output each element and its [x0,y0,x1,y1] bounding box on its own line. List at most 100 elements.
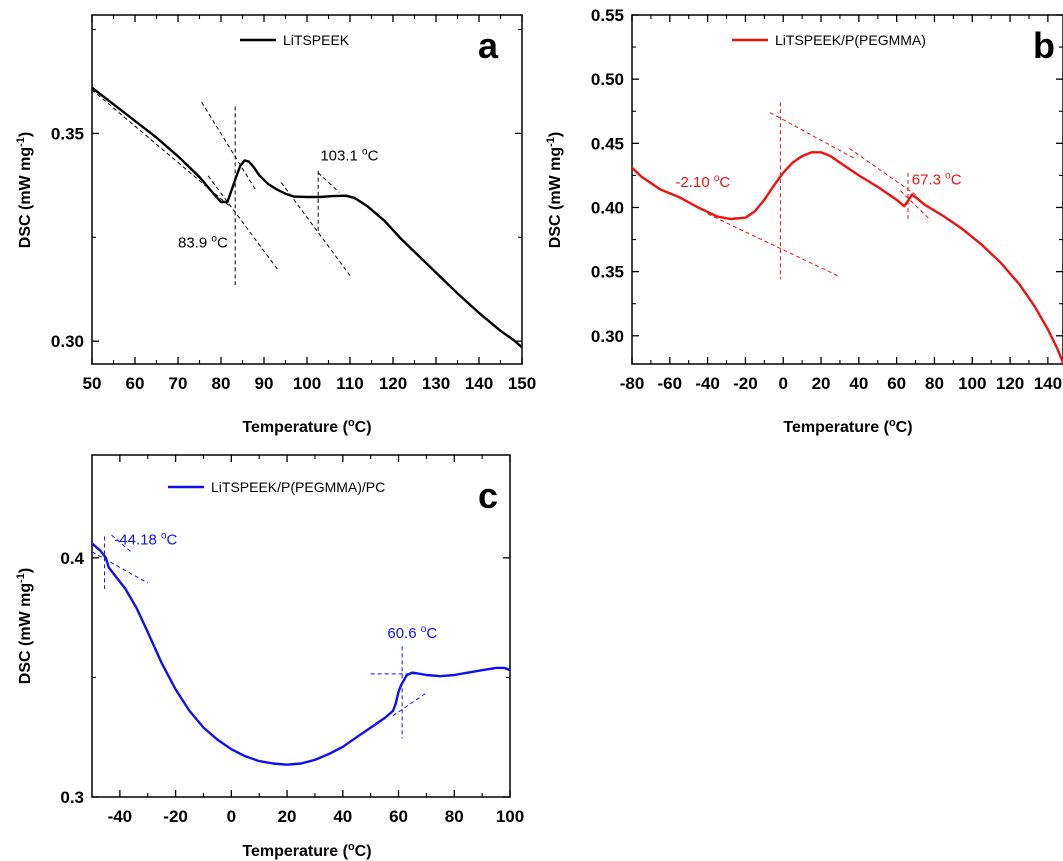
x-tick-label: -60 [658,374,683,393]
y-axis-title: DSC (mW mg-1) [15,568,34,684]
x-tick-label: 130 [422,374,450,393]
transition-annotation: 67.3 oC [912,170,962,188]
x-tick-label: 70 [169,374,188,393]
y-axis-title: DSC (mW mg-1) [545,132,564,248]
x-tick-label: 100 [958,374,986,393]
x-tick-label: 80 [212,374,231,393]
y-tick-label: 0.35 [51,124,84,143]
chart-panel-b: -80 -60 -40 -20 0 20 40 60 80 100 120 140 0.30 0.35 0.… [545,6,1063,436]
x-axis-title-unit: C) [896,419,913,436]
panel-letter: a [478,25,499,66]
tangent-guide-line [280,182,351,276]
y-tick-label: 0.45 [591,134,624,153]
y-axis-title-exponent: -1 [15,137,27,147]
y-axis-title-exponent: -1 [545,137,557,147]
annotation-value: 60.6 [387,625,420,642]
x-axis-title: Temperature (oC) [242,841,371,860]
annotation-value: 103.1 [320,147,362,164]
x-tick-label: 40 [849,374,868,393]
series-line-0 [92,542,510,766]
x-axis-title-degree: o [348,841,355,853]
x-axis-title-unit: C) [355,843,372,860]
x-tick-label: 20 [278,807,297,826]
x-axis-title-unit: C) [355,419,372,436]
x-tick-label: 100 [496,807,524,826]
panel-letter: b [1033,25,1055,66]
x-tick-label: 40 [333,807,352,826]
annotation-degree: o [211,234,217,245]
legend: LiTSPEEK [240,32,350,48]
x-axis-title: Temperature (oC) [783,417,912,436]
x-axis-title-degree: o [348,417,355,429]
annotation-value: -2.10 [675,174,713,191]
x-tick-label: -40 [695,374,720,393]
plot-frame [91,454,511,798]
x-tick-label: 120 [379,374,407,393]
legend: LiTSPEEK/P(PEGMMA)/PC [168,479,385,495]
chart-panel-a: 50 60 70 80 90 100 110 120 130 140 150 0.30 0.35 103.… [15,14,536,436]
x-tick-label: 140 [1034,374,1062,393]
y-tick-label: 0.4 [60,549,84,568]
x-tick-label: 60 [389,807,408,826]
annotation-unit: C [951,171,962,188]
annotation-value: 83.9 [178,235,211,252]
tangent-guide-line [317,172,340,193]
y-tick-label: 0.55 [591,6,624,25]
y-tick-label: 0.35 [591,263,624,282]
x-tick-label: 80 [445,807,464,826]
tangent-guide-line [111,534,132,553]
x-tick-label: 50 [83,374,102,393]
y-axis-title-end: ) [17,132,34,137]
tangent-guide-line [201,101,256,190]
y-axis-title-end: ) [547,132,564,137]
annotation-unit: C [217,235,228,252]
series-line-0 [632,151,1063,364]
annotation-degree: o [945,170,951,181]
y-tick-label: 0.3 [60,788,84,807]
x-tick-label: -20 [733,374,758,393]
annotation-degree: o [161,531,167,542]
annotation-unit: C [368,147,379,164]
panel-letter: c [478,475,498,516]
x-tick-label: 150 [508,374,536,393]
y-axis-title-exponent: -1 [15,573,27,583]
x-tick-label: 80 [925,374,944,393]
tangent-guide-line [207,175,280,272]
tangent-guide-line [707,213,841,278]
x-tick-label: 0 [778,374,787,393]
y-tick-label: 0.30 [591,327,624,346]
y-tick-label: 0.30 [51,332,84,351]
transition-annotation: -2.10 oC [675,173,730,191]
transition-annotation: -44.18 oC [114,531,177,549]
x-tick-label: 110 [336,374,363,393]
y-axis-title: DSC (mW mg-1) [15,132,34,248]
x-tick-label: 90 [255,374,274,393]
x-tick-label: 60 [887,374,906,393]
annotation-degree: o [714,173,720,184]
x-tick-label: 20 [812,374,831,393]
x-tick-label: -40 [108,807,133,826]
x-axis-title-degree: o [889,417,896,429]
annotation-unit: C [167,532,178,549]
legend: LiTSPEEK/P(PEGMMA) [732,32,926,48]
series-line-0 [92,86,522,349]
tangent-guide-line [900,190,932,221]
plot-frame [91,14,523,365]
x-axis-title-text: Temperature ( [242,419,348,436]
transition-annotation: 60.6 oC [387,624,437,642]
legend-label: LiTSPEEK/P(PEGMMA)/PC [211,479,385,495]
y-tick-label: 0.40 [591,198,624,217]
x-tick-label: -80 [620,374,645,393]
transition-annotation: 103.1 oC [320,146,378,164]
legend-label: LiTSPEEK/P(PEGMMA) [775,32,926,48]
y-axis-title-end: ) [17,568,34,573]
x-tick-label: 120 [996,374,1024,393]
x-tick-label: 140 [465,374,493,393]
x-tick-label: 60 [126,374,145,393]
x-axis-title-text: Temperature ( [783,419,889,436]
x-tick-label: 100 [293,374,321,393]
y-tick-label: 0.50 [591,70,624,89]
annotation-degree: o [421,624,427,635]
